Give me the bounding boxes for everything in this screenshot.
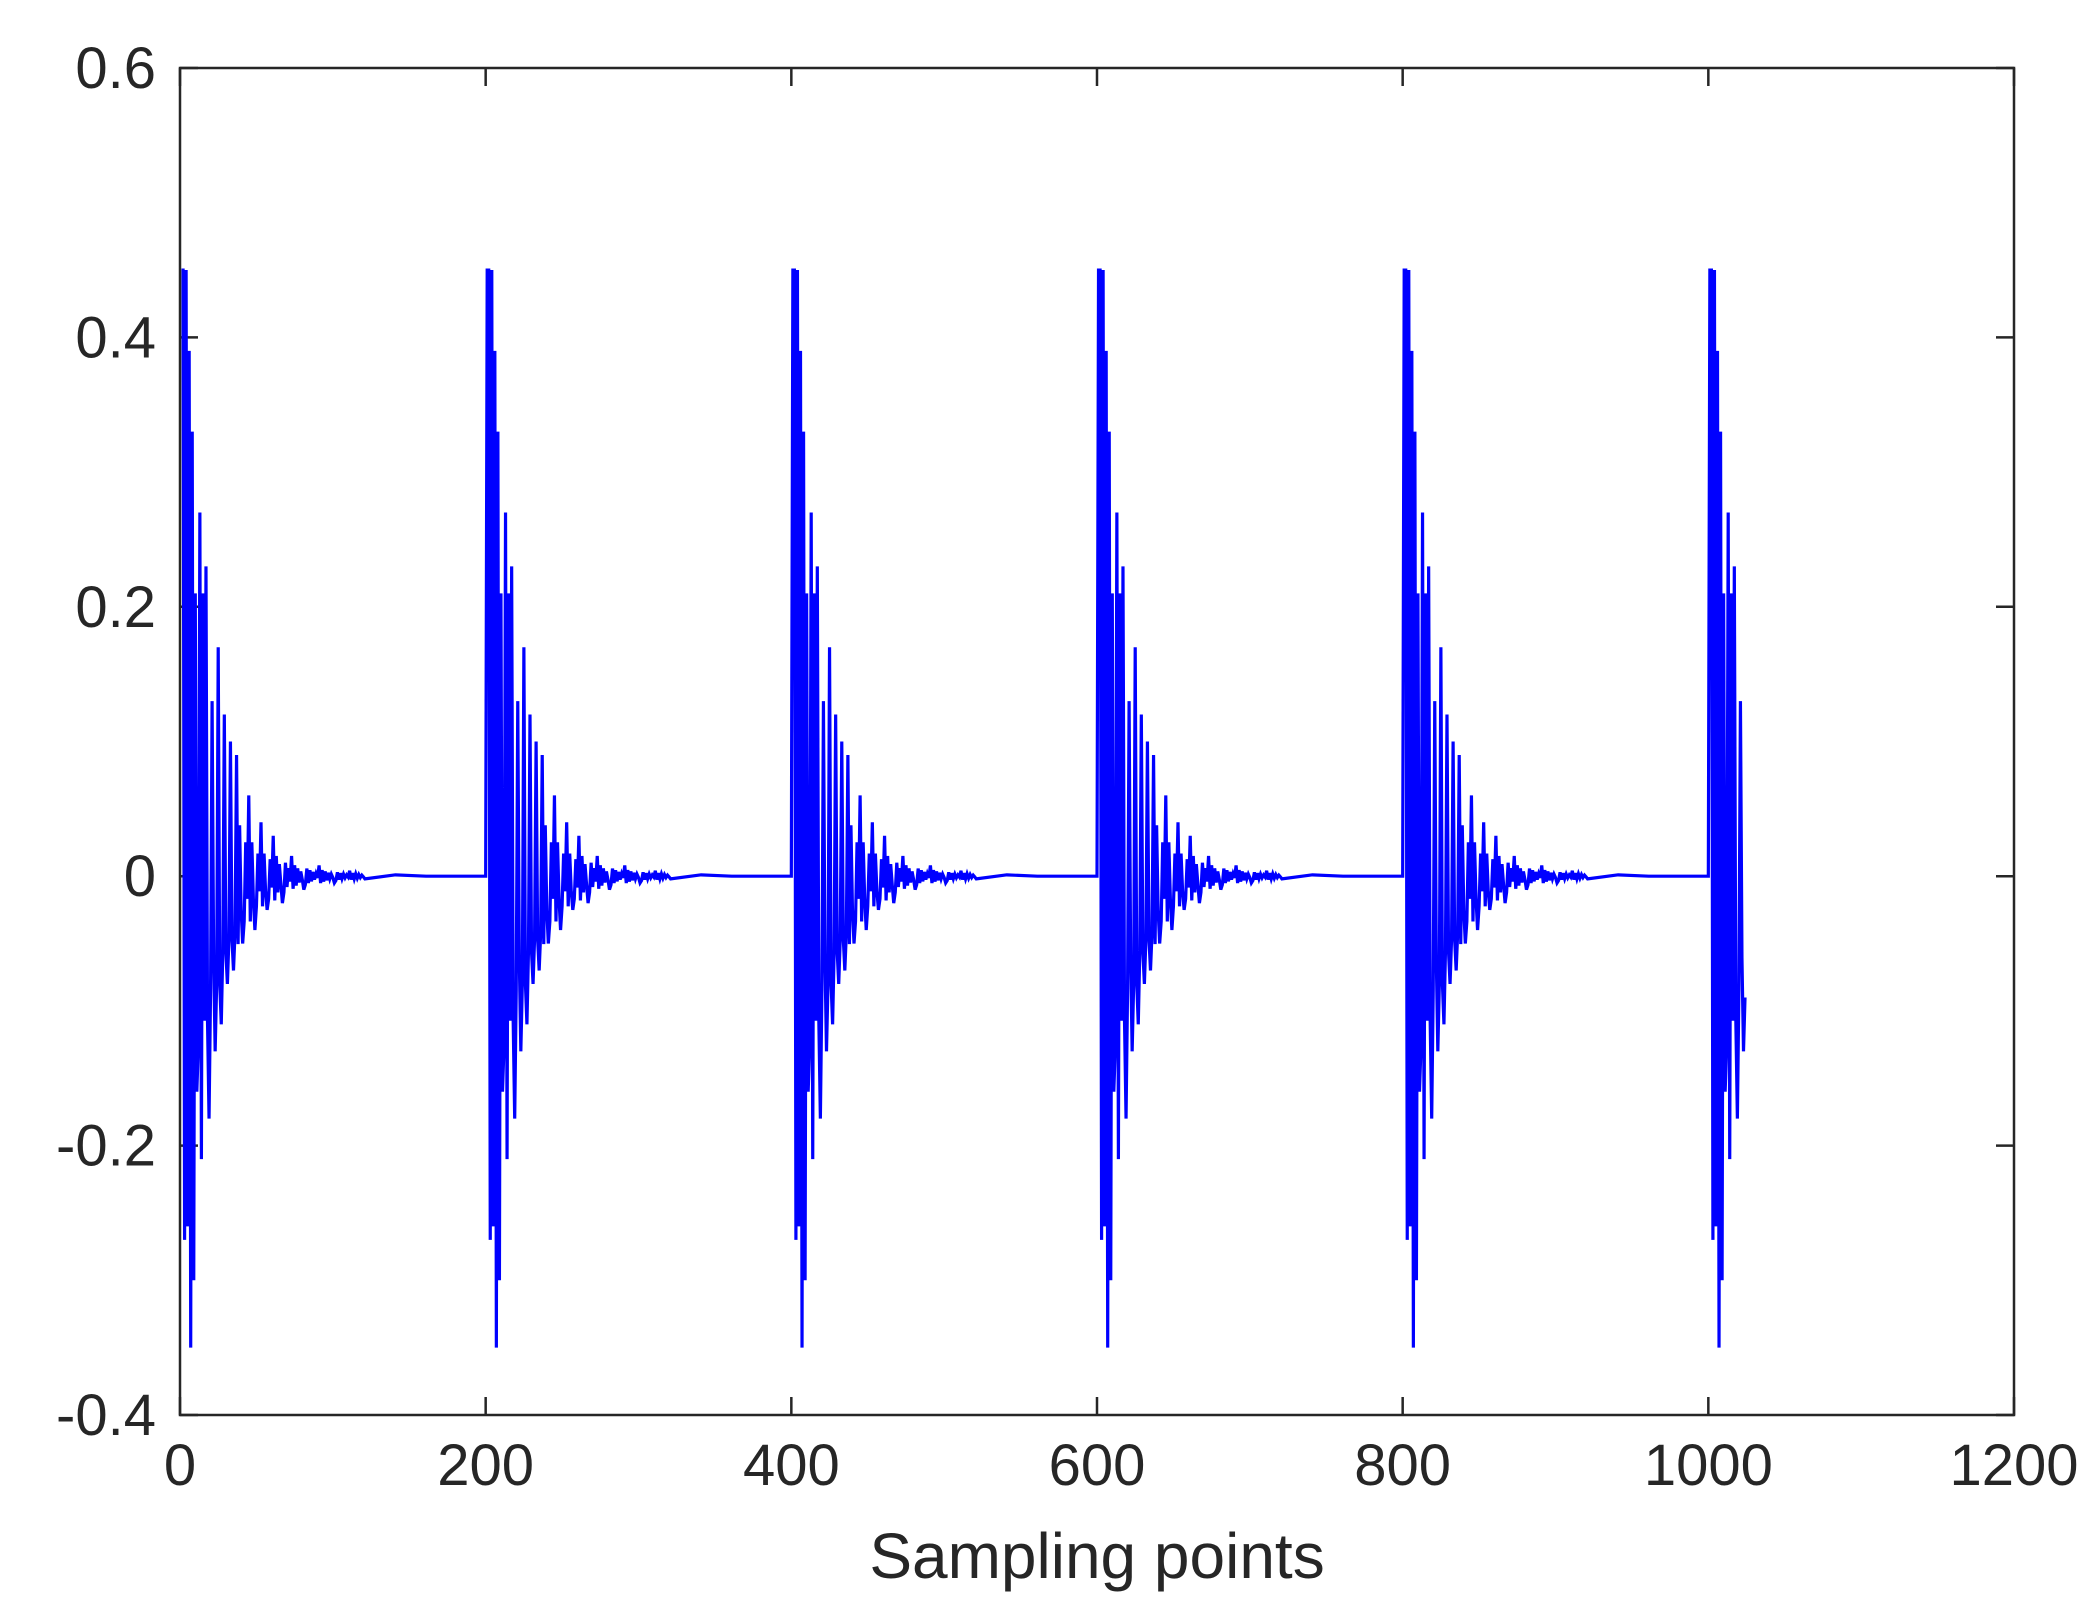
x-tick-label: 1200 [1949, 1433, 2078, 1498]
x-tick-label: 800 [1354, 1433, 1451, 1498]
signal-series-line [181, 268, 1747, 1348]
y-tick-label: 0.6 [75, 36, 156, 101]
x-axis-title: Sampling points [869, 1520, 1324, 1592]
y-tick-label: 0.4 [75, 305, 156, 370]
x-tick-label: 1000 [1644, 1433, 1773, 1498]
y-tick-label: 0.2 [75, 575, 156, 640]
y-tick-label: -0.4 [56, 1383, 156, 1448]
x-tick-label: 200 [437, 1433, 534, 1498]
x-axis: 0 200 400 600 800 1000 1200 [164, 68, 2079, 1498]
x-tick-label: 0 [164, 1433, 196, 1498]
y-tick-label: 0 [124, 844, 156, 909]
x-tick-label: 400 [743, 1433, 840, 1498]
y-tick-label: -0.2 [56, 1114, 156, 1179]
x-tick-label: 600 [1049, 1433, 1146, 1498]
series-layer [181, 268, 1747, 1348]
y-axis: -0.4 -0.2 0 0.2 0.4 0.6 [56, 36, 2014, 1448]
plot-frame [178, 66, 2016, 1417]
